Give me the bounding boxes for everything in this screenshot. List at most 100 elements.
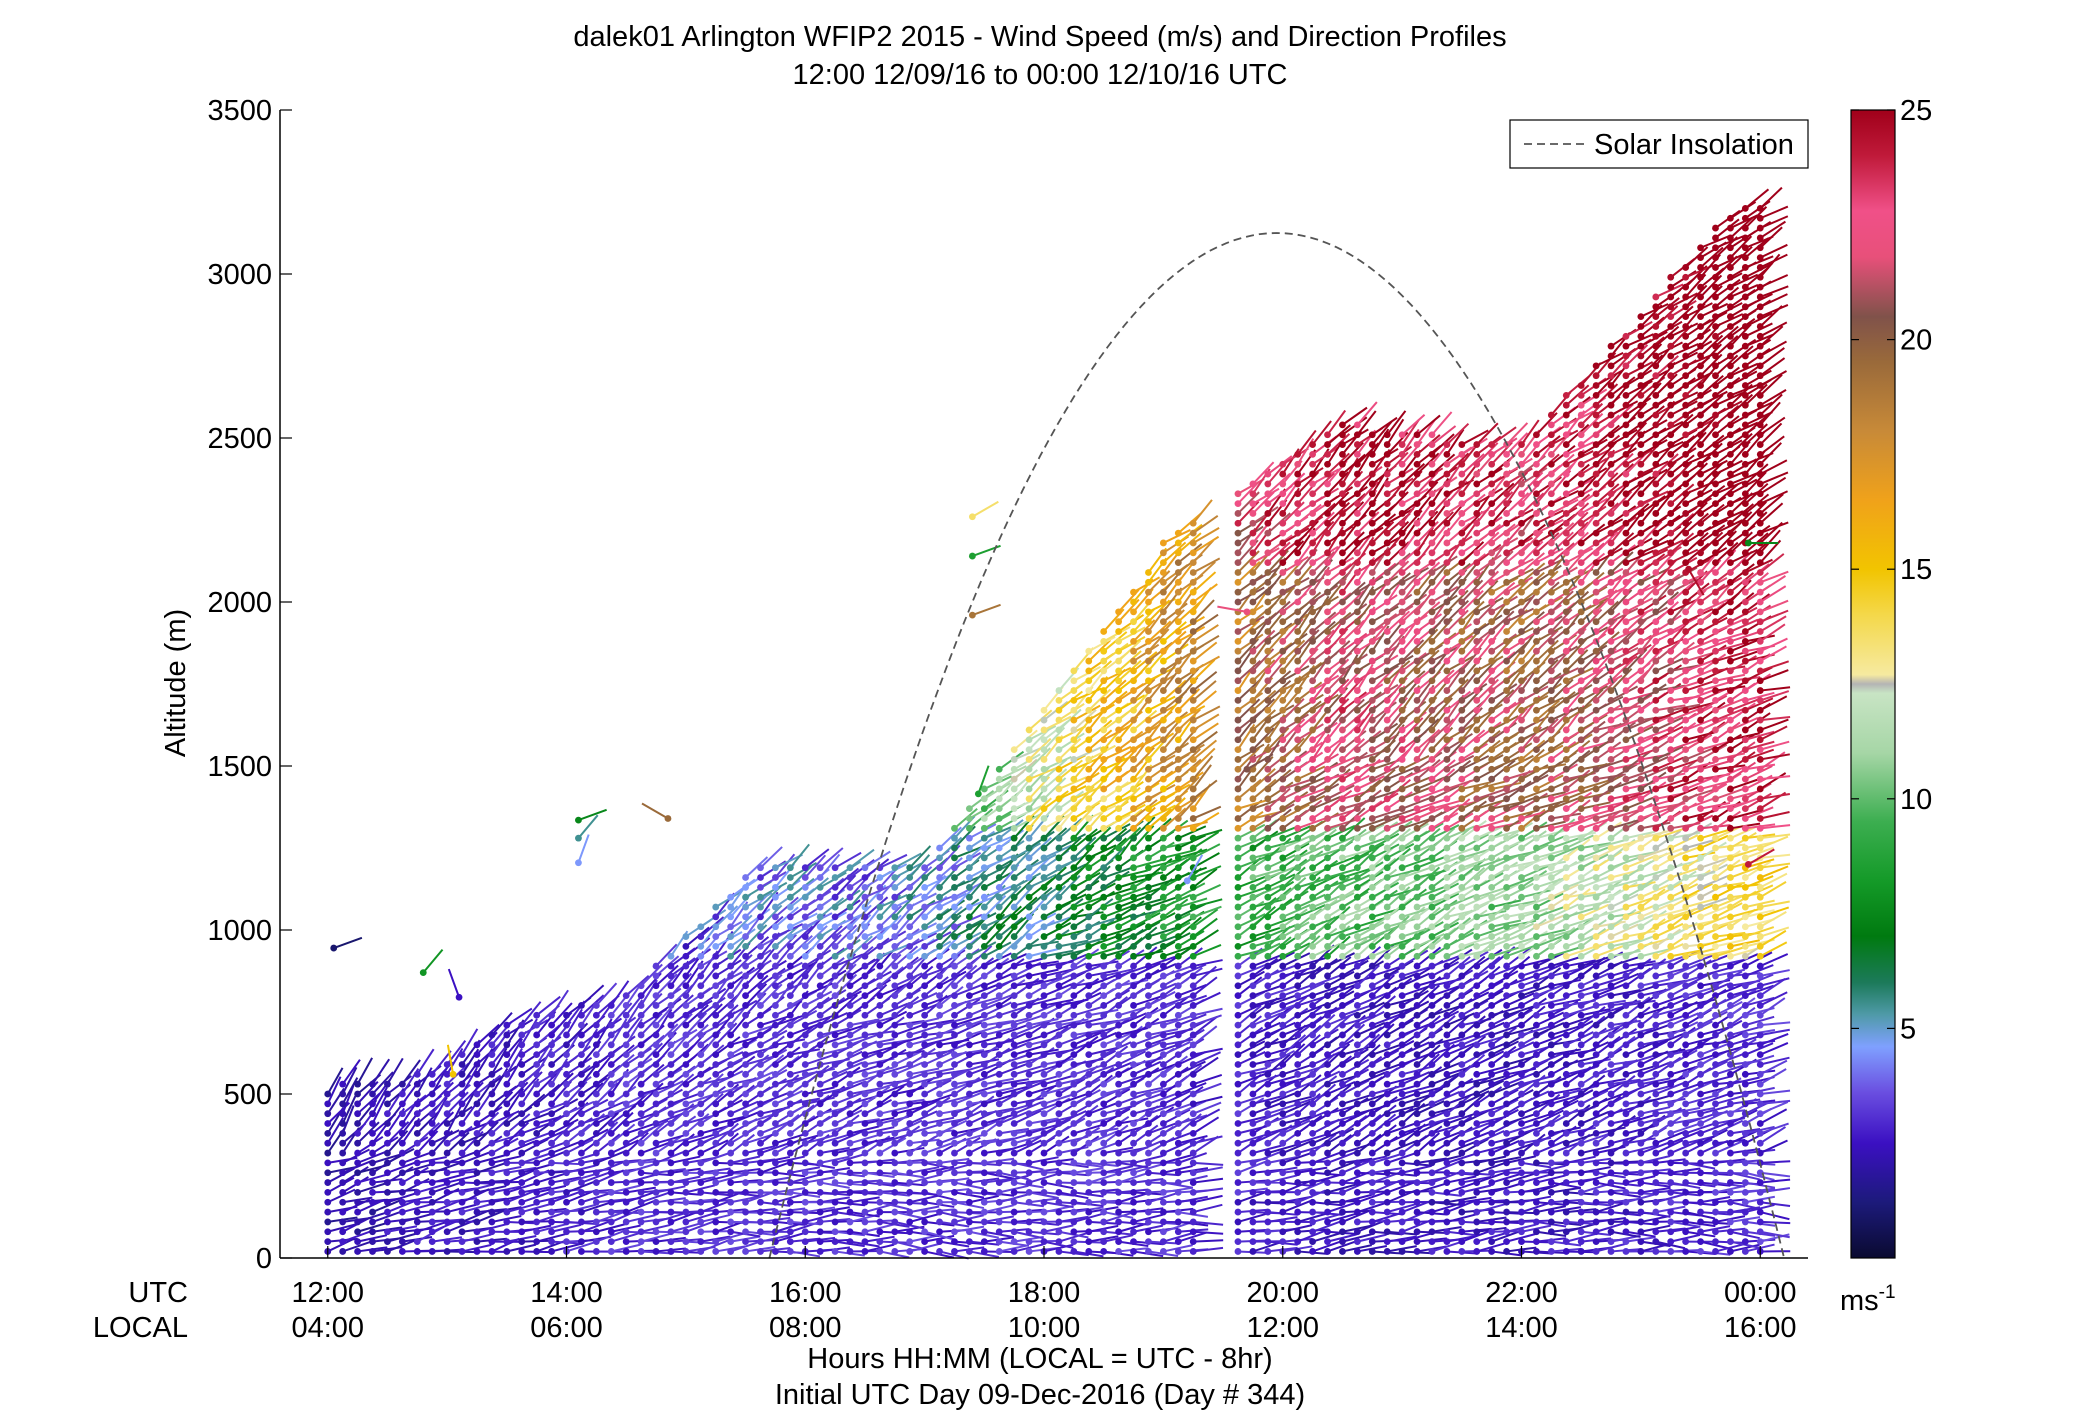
barb-point bbox=[1264, 628, 1272, 635]
barb-point bbox=[786, 874, 794, 881]
barb-point bbox=[384, 1218, 391, 1226]
wind-barb bbox=[834, 1061, 864, 1076]
barb-point bbox=[995, 1208, 1003, 1216]
barb-point bbox=[578, 1218, 585, 1226]
barb-point bbox=[727, 982, 735, 990]
barb-point bbox=[637, 1238, 645, 1245]
wind-barb bbox=[640, 1141, 670, 1154]
barb-point bbox=[1055, 982, 1063, 990]
barb-point bbox=[1249, 1198, 1257, 1206]
barb-point bbox=[1010, 1248, 1018, 1255]
barb-point bbox=[592, 1238, 600, 1245]
barb-point bbox=[801, 943, 809, 950]
barb-point bbox=[1040, 1169, 1048, 1177]
barb-point bbox=[607, 1110, 615, 1118]
barb-point bbox=[413, 1080, 421, 1088]
barb-point bbox=[1040, 795, 1048, 803]
barb-point bbox=[846, 1070, 854, 1078]
barb-point bbox=[786, 972, 794, 980]
barb-point bbox=[1100, 874, 1108, 881]
barb-point bbox=[1264, 746, 1272, 753]
barb-point bbox=[1040, 1208, 1048, 1216]
barb-point bbox=[548, 1218, 555, 1226]
barb-point bbox=[712, 1248, 720, 1255]
barb-point bbox=[1010, 923, 1018, 931]
barb-point bbox=[1115, 726, 1123, 734]
barb-point bbox=[757, 1120, 764, 1127]
barb-point bbox=[667, 972, 675, 980]
barb-point bbox=[786, 923, 794, 931]
barb-point bbox=[1145, 1002, 1152, 1009]
barb-point bbox=[1174, 539, 1182, 547]
barb-point bbox=[1070, 903, 1078, 911]
barb-point bbox=[1055, 1238, 1063, 1245]
barb-point bbox=[488, 1198, 496, 1206]
wind-barb bbox=[879, 914, 902, 938]
barb-point bbox=[831, 972, 839, 980]
barb-point bbox=[1085, 1002, 1093, 1009]
barb-point bbox=[891, 893, 899, 901]
barb-point bbox=[965, 903, 973, 911]
barb-point bbox=[1130, 706, 1137, 714]
barb-point bbox=[951, 1090, 958, 1098]
barb-point bbox=[906, 1189, 914, 1196]
barb-point bbox=[1249, 785, 1257, 793]
barb-point bbox=[637, 1179, 645, 1186]
barb-point bbox=[488, 1110, 496, 1118]
barb-point bbox=[965, 923, 973, 931]
barb-point bbox=[816, 952, 824, 960]
barb-point bbox=[831, 1169, 839, 1177]
barb-point bbox=[622, 1080, 630, 1088]
barb-point bbox=[995, 992, 1003, 999]
barb-point bbox=[1115, 1248, 1123, 1255]
wind-barb bbox=[670, 1092, 700, 1105]
barb-point bbox=[876, 1051, 884, 1059]
barb-point bbox=[831, 992, 839, 999]
barb-point bbox=[1130, 647, 1137, 655]
barb-point bbox=[1249, 795, 1257, 803]
barb-point bbox=[1100, 1248, 1108, 1255]
barb-point bbox=[563, 1159, 570, 1167]
barb-point bbox=[831, 893, 839, 901]
barb-point bbox=[742, 1061, 749, 1068]
barb-point bbox=[1145, 687, 1152, 694]
barb-point bbox=[951, 1110, 958, 1118]
wind-barb bbox=[909, 1243, 940, 1253]
barb-point bbox=[369, 1208, 376, 1216]
barb-point bbox=[1189, 559, 1197, 567]
barb-point bbox=[906, 972, 914, 980]
barb-point bbox=[712, 1189, 720, 1196]
barb-point bbox=[1070, 943, 1078, 950]
barb-point bbox=[1249, 588, 1257, 596]
barb-point bbox=[413, 1198, 421, 1206]
barb-point bbox=[1159, 618, 1167, 626]
barb-point bbox=[1130, 795, 1137, 803]
barb-point bbox=[846, 1021, 854, 1029]
barb-point bbox=[951, 1149, 958, 1157]
barb-point bbox=[1189, 1179, 1197, 1186]
barb-point bbox=[786, 1179, 794, 1186]
barb-point bbox=[816, 962, 824, 970]
barb-point bbox=[503, 1021, 511, 1029]
wind-barb bbox=[834, 916, 859, 938]
barb-point bbox=[876, 1110, 884, 1118]
barb-point bbox=[1174, 834, 1182, 842]
barb-point bbox=[1100, 765, 1108, 773]
barb-point bbox=[816, 1120, 824, 1127]
barb-point bbox=[816, 903, 824, 911]
wind-barb bbox=[909, 1017, 940, 1027]
barb-point bbox=[354, 1149, 361, 1157]
barb-point bbox=[1189, 1218, 1197, 1226]
barb-point bbox=[742, 883, 749, 891]
barb-point bbox=[369, 1189, 376, 1196]
barb-point bbox=[1085, 1110, 1093, 1118]
barb-point bbox=[1025, 962, 1033, 970]
barb-point bbox=[936, 1051, 943, 1059]
barb-point bbox=[727, 1129, 735, 1137]
barb-point bbox=[1100, 1031, 1108, 1039]
barb-point bbox=[697, 933, 705, 940]
barb-point bbox=[563, 1110, 570, 1118]
barb-point bbox=[1264, 1208, 1272, 1216]
barb-point bbox=[1040, 746, 1048, 753]
barb-point bbox=[1070, 883, 1078, 891]
